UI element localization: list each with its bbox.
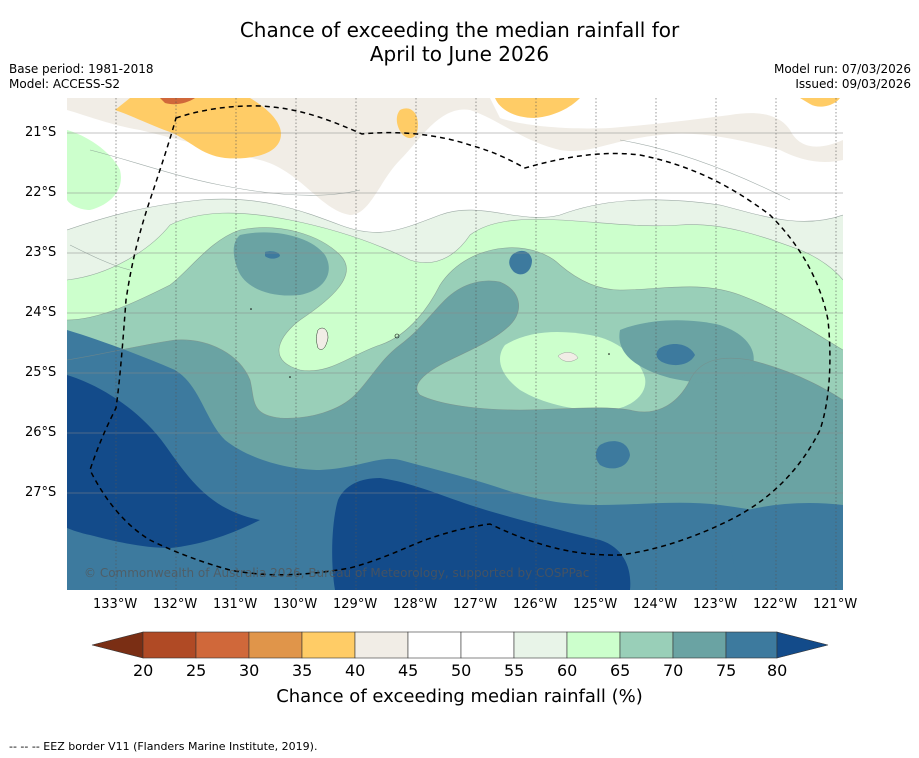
- lon-label-126w: 126°W: [513, 597, 558, 612]
- zone-60-nw: [67, 130, 121, 210]
- colorbar-swatch-55-60: [513, 631, 568, 659]
- colorbar-tick-65: 65: [610, 661, 631, 680]
- lon-label-123w: 123°W: [693, 597, 738, 612]
- meta-right: Model run: 07/03/2026 Issued: 09/03/2026: [774, 62, 911, 92]
- island-dot-d: [289, 376, 291, 378]
- meta-left: Base period: 1981-2018 Model: ACCESS-S2: [9, 62, 154, 92]
- colorbar-tick-45: 45: [398, 661, 419, 680]
- zone-80-west: [67, 375, 260, 548]
- island-shape-a: [316, 327, 329, 350]
- colorbar-swatch-40-45: [354, 631, 409, 659]
- colorbar-swatch-30-35: [248, 631, 303, 659]
- zone-75-80: [67, 330, 843, 590]
- lon-label-125w: 125°W: [573, 597, 618, 612]
- lon-label-131w: 131°W: [213, 597, 258, 612]
- island-dot-c: [608, 353, 610, 355]
- parallels: [67, 132, 843, 494]
- base-period: Base period: 1981-2018: [9, 62, 154, 76]
- colorbar-swatch-45-50: [407, 631, 462, 659]
- meridians: [115, 98, 837, 590]
- lon-label-129w: 129°W: [333, 597, 378, 612]
- zone-50-east: [490, 98, 843, 147]
- zone-70-75-nw-island: [233, 232, 329, 296]
- lon-label-130w: 130°W: [273, 597, 318, 612]
- zone-75-island-a: [509, 250, 532, 275]
- colorbar-tick-50: 50: [451, 661, 472, 680]
- colorbar-tick-55: 55: [504, 661, 525, 680]
- colorbar-tick-75: 75: [716, 661, 737, 680]
- eez-border: [89, 105, 831, 576]
- zone-35-40-ne: [800, 98, 840, 107]
- colorbar-swatch-50-55: [460, 631, 515, 659]
- lon-label-124w: 124°W: [633, 597, 678, 612]
- lat-label-26s: 26°S: [25, 425, 57, 440]
- eez-footnote: -- -- -- EEZ border V11 (Flanders Marine…: [9, 740, 318, 753]
- rainfall-field: [67, 98, 843, 590]
- model-run: Model run: 07/03/2026: [773, 62, 911, 76]
- lat-label-25s: 25°S: [25, 365, 57, 380]
- colorbar-swatch-70-75: [672, 631, 727, 659]
- zone-60-centre-island: [500, 332, 646, 411]
- map-title: Chance of exceeding the median rainfall …: [0, 18, 919, 66]
- lon-label-133w: 133°W: [93, 597, 138, 612]
- zone-75-island-d: [595, 441, 630, 469]
- zone-35-40-east: [495, 98, 580, 118]
- colorbar-swatch-20-25: [142, 631, 197, 659]
- zone-35-40-mid: [396, 108, 418, 139]
- issued-date: Issued: 09/03/2026: [795, 77, 911, 91]
- lon-label-127w: 127°W: [453, 597, 498, 612]
- colorbar-tick-40: 40: [345, 661, 366, 680]
- colorbar: [91, 631, 829, 659]
- zone-75-80-se: [728, 503, 843, 590]
- island-dot-a: [394, 333, 400, 339]
- zone-30-west: [160, 98, 195, 105]
- copyright-text: © Commonwealth of Australia 2026, Bureau…: [84, 566, 590, 580]
- graticule: [67, 98, 843, 590]
- colorbar-swatch-35-40: [301, 631, 356, 659]
- contour-lines: [67, 139, 843, 419]
- colorbar-high-arrow: [776, 631, 829, 659]
- lon-label-122w: 122°W: [753, 597, 798, 612]
- lat-label-27s: 27°S: [25, 485, 57, 500]
- island-dot-b: [250, 308, 252, 310]
- colorbar-tick-35: 35: [292, 661, 313, 680]
- colorbar-swatch-65-70: [619, 631, 674, 659]
- colorbar-low-arrow: [91, 631, 144, 659]
- colorbar-tick-60: 60: [557, 661, 578, 680]
- colorbar-swatch-25-30: [195, 631, 250, 659]
- colorbar-swatch-75-80: [725, 631, 778, 659]
- zone-80-south: [332, 478, 631, 590]
- colorbar-tick-70: 70: [663, 661, 684, 680]
- lon-label-121w: 121°W: [813, 597, 858, 612]
- title-line-1: Chance of exceeding the median rainfall …: [239, 18, 680, 42]
- island-shape-b: [557, 352, 579, 362]
- lat-label-22s: 22°S: [25, 185, 57, 200]
- lat-label-23s: 23°S: [25, 245, 57, 260]
- colorbar-tick-20: 20: [133, 661, 154, 680]
- colorbar-tick-80: 80: [767, 661, 788, 680]
- lon-label-132w: 132°W: [153, 597, 198, 612]
- colorbar-tick-25: 25: [186, 661, 207, 680]
- lat-label-21s: 21°S: [25, 125, 57, 140]
- lat-label-24s: 24°S: [25, 305, 57, 320]
- lon-label-128w: 128°W: [393, 597, 438, 612]
- model-name: Model: ACCESS-S2: [9, 77, 121, 91]
- colorbar-swatch-60-65: [566, 631, 621, 659]
- zone-75-island-c: [656, 344, 695, 366]
- colorbar-tick-30: 30: [239, 661, 260, 680]
- zone-35-40-west: [115, 98, 281, 159]
- title-line-2: April to June 2026: [369, 42, 550, 66]
- colorbar-label: Chance of exceeding median rainfall (%): [276, 686, 643, 707]
